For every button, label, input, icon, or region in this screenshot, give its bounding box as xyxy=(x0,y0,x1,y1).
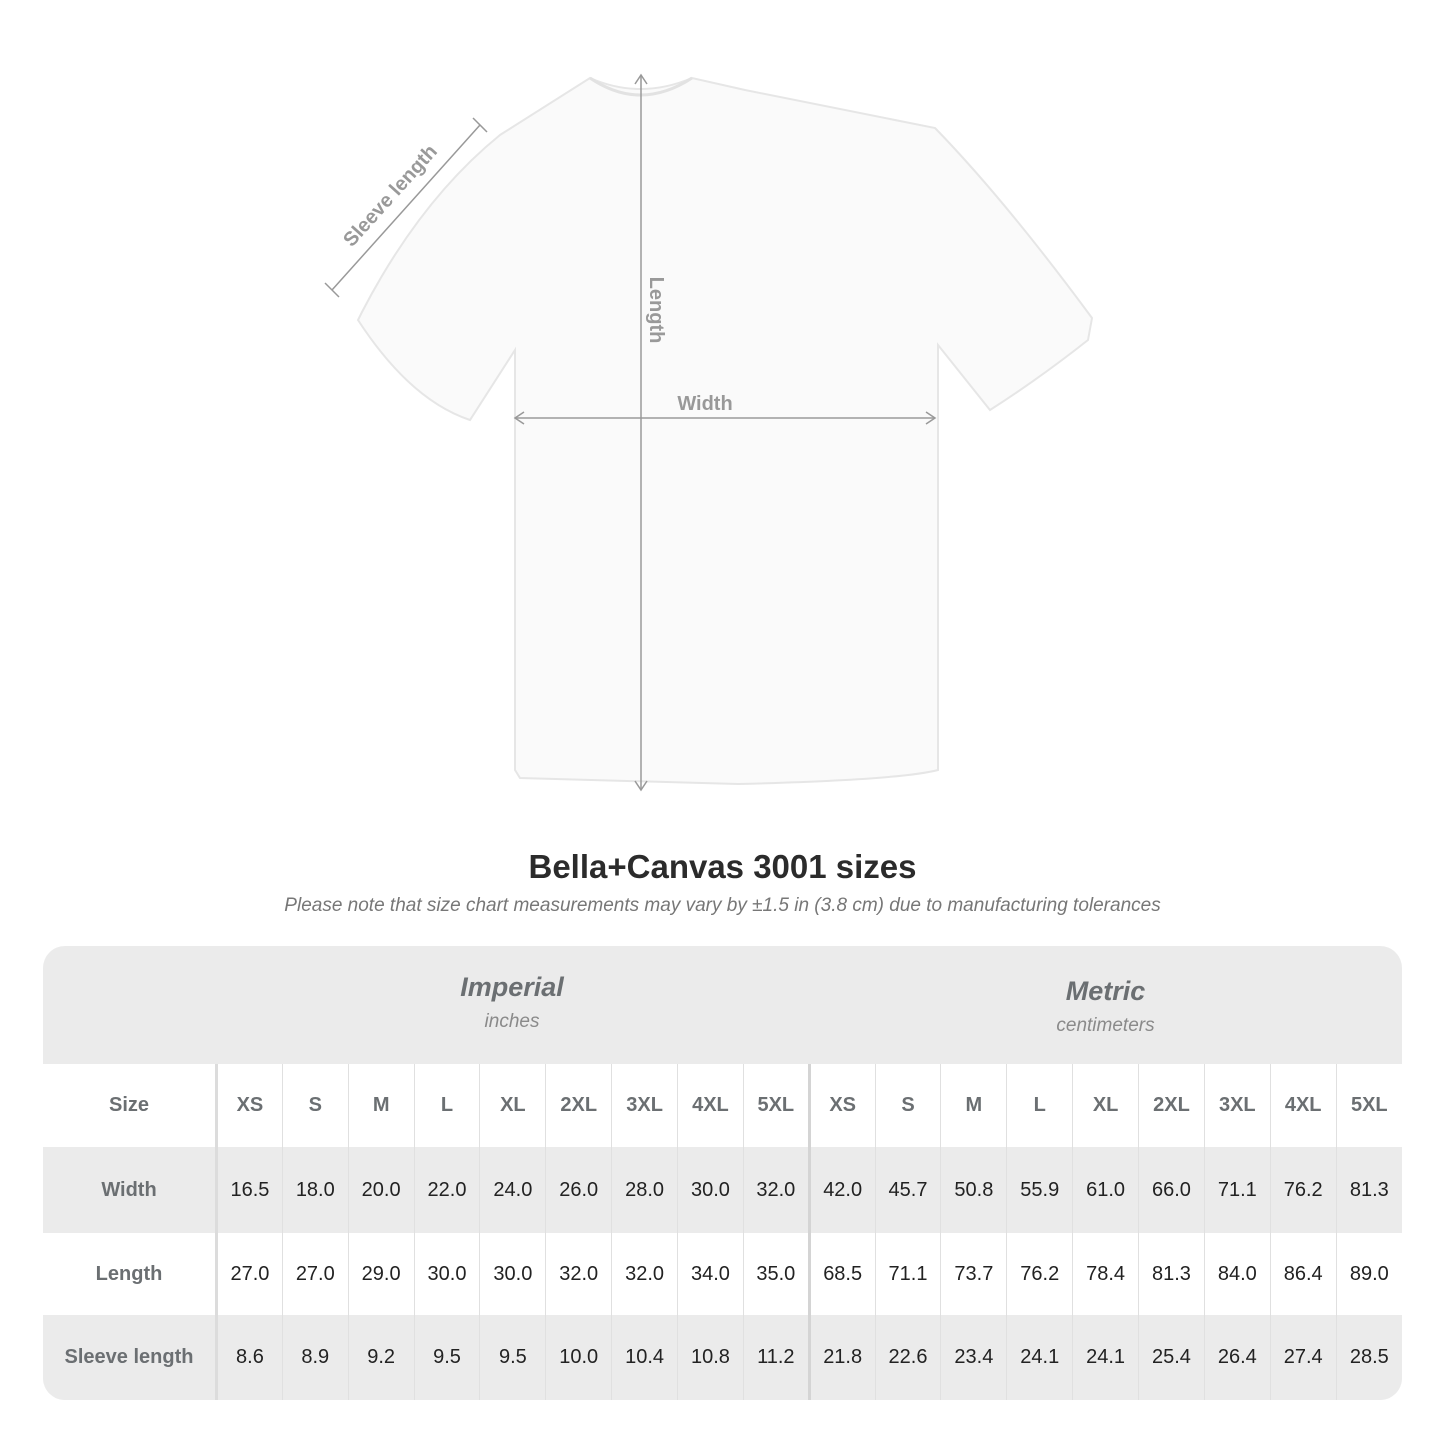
imperial-value: 22.0 xyxy=(413,1147,480,1233)
metric-size-s: S xyxy=(874,1064,941,1147)
imperial-value: 29.0 xyxy=(347,1233,415,1315)
metric-value: 26.4 xyxy=(1203,1315,1271,1400)
tshirt-shape xyxy=(356,76,1094,786)
row-label: Width xyxy=(43,1147,218,1233)
imperial-value: 30.0 xyxy=(413,1233,480,1315)
imperial-value: 32.0 xyxy=(611,1233,678,1315)
metric-value: 24.1 xyxy=(1072,1315,1139,1400)
metric-value: 25.4 xyxy=(1138,1315,1205,1400)
imperial-value: 30.0 xyxy=(677,1147,744,1233)
metric-value: 71.1 xyxy=(1203,1147,1271,1233)
imperial-value: 9.2 xyxy=(347,1315,415,1400)
imperial-value: 11.2 xyxy=(742,1315,810,1400)
metric-size-2xl: 2XL xyxy=(1138,1064,1205,1147)
size-label: Size xyxy=(43,1064,218,1147)
table-row: Length 27.0 27.0 29.0 30.0 30.0 32.0 32.0 34.0 35… xyxy=(43,1233,1402,1315)
metric-value: 55.9 xyxy=(1006,1147,1073,1233)
metric-value: 76.2 xyxy=(1269,1147,1337,1233)
metric-size-l: L xyxy=(1006,1064,1073,1147)
length-label: Length xyxy=(645,277,667,344)
metric-value: 42.0 xyxy=(807,1147,876,1233)
metric-size-4xl: 4XL xyxy=(1269,1064,1337,1147)
metric-value: 66.0 xyxy=(1138,1147,1205,1233)
imperial-value: 9.5 xyxy=(479,1315,546,1400)
imperial-value: 10.0 xyxy=(545,1315,612,1400)
imperial-size-4xl: 4XL xyxy=(677,1064,744,1147)
imperial-title: Imperial xyxy=(460,972,564,1002)
imperial-size-xs: XS xyxy=(216,1064,283,1147)
imperial-value: 9.5 xyxy=(413,1315,480,1400)
metric-value: 89.0 xyxy=(1335,1233,1402,1315)
metric-value: 61.0 xyxy=(1072,1147,1139,1233)
imperial-value: 20.0 xyxy=(347,1147,415,1233)
imperial-value: 35.0 xyxy=(742,1233,810,1315)
metric-value: 68.5 xyxy=(807,1233,876,1315)
metric-value: 50.8 xyxy=(940,1147,1007,1233)
imperial-size-2xl: 2XL xyxy=(545,1064,612,1147)
metric-value: 81.3 xyxy=(1335,1147,1402,1233)
size-table: Size XS S M L XL 2XL 3XL 4XL 5XL XS S M L XL 2XL 3XL 4XL 5… xyxy=(43,1064,1402,1400)
imperial-size-3xl: 3XL xyxy=(611,1064,678,1147)
metric-unit: centimeters xyxy=(1056,1015,1155,1036)
metric-value: 45.7 xyxy=(874,1147,941,1233)
imperial-value: 8.9 xyxy=(281,1315,349,1400)
imperial-value: 27.0 xyxy=(216,1233,283,1315)
metric-value: 86.4 xyxy=(1269,1233,1337,1315)
imperial-value: 16.5 xyxy=(216,1147,283,1233)
metric-value: 21.8 xyxy=(807,1315,876,1400)
metric-value: 81.3 xyxy=(1138,1233,1205,1315)
metric-value: 71.1 xyxy=(874,1233,941,1315)
imperial-header: Imperial inches xyxy=(215,946,809,1064)
metric-value: 73.7 xyxy=(940,1233,1007,1315)
imperial-size-5xl: 5XL xyxy=(742,1064,810,1147)
imperial-value: 24.0 xyxy=(479,1147,546,1233)
imperial-value: 10.8 xyxy=(677,1315,744,1400)
imperial-size-xl: XL xyxy=(479,1064,546,1147)
metric-value: 78.4 xyxy=(1072,1233,1139,1315)
imperial-value: 10.4 xyxy=(611,1315,678,1400)
width-label: Width xyxy=(677,393,732,415)
metric-size-xs: XS xyxy=(807,1064,876,1147)
imperial-value: 18.0 xyxy=(281,1147,349,1233)
metric-size-xl: XL xyxy=(1072,1064,1139,1147)
imperial-size-m: M xyxy=(347,1064,415,1147)
imperial-value: 26.0 xyxy=(545,1147,612,1233)
table-row: Width 16.5 18.0 20.0 22.0 24.0 26.0 28.0 30.0 32.… xyxy=(43,1147,1402,1233)
imperial-size-s: S xyxy=(281,1064,349,1147)
imperial-size-l: L xyxy=(413,1064,480,1147)
sleeve-arrow xyxy=(331,124,481,291)
metric-size-3xl: 3XL xyxy=(1203,1064,1271,1147)
metric-value: 28.5 xyxy=(1335,1315,1402,1400)
tolerance-note: Please note that size chart measurements… xyxy=(284,895,1161,916)
imperial-value: 32.0 xyxy=(545,1233,612,1315)
imperial-value: 28.0 xyxy=(611,1147,678,1233)
metric-size-5xl: 5XL xyxy=(1335,1064,1402,1147)
imperial-value: 30.0 xyxy=(479,1233,546,1315)
imperial-value: 27.0 xyxy=(281,1233,349,1315)
size-header-row: Size XS S M L XL 2XL 3XL 4XL 5XL XS S M L XL 2XL 3XL 4XL 5… xyxy=(43,1064,1402,1147)
size-chart-table: Imperial inches Metric centimeters Size X… xyxy=(43,946,1402,1400)
imperial-value: 32.0 xyxy=(742,1147,810,1233)
metric-value: 24.1 xyxy=(1006,1315,1073,1400)
metric-title: Metric xyxy=(1065,976,1146,1006)
row-label: Sleeve length xyxy=(43,1315,218,1400)
metric-header: Metric centimeters xyxy=(809,946,1402,1064)
metric-value: 76.2 xyxy=(1006,1233,1073,1315)
row-label: Length xyxy=(43,1233,218,1315)
metric-size-m: M xyxy=(940,1064,1007,1147)
imperial-unit: inches xyxy=(484,1011,540,1032)
imperial-value: 34.0 xyxy=(677,1233,744,1315)
imperial-value: 8.6 xyxy=(216,1315,283,1400)
metric-value: 22.6 xyxy=(874,1315,941,1400)
tshirt-diagram: Sleeve length Length Width xyxy=(324,73,1094,792)
metric-value: 23.4 xyxy=(940,1315,1007,1400)
metric-value: 84.0 xyxy=(1203,1233,1271,1315)
metric-value: 27.4 xyxy=(1269,1315,1337,1400)
page-title: Bella+Canvas 3001 sizes xyxy=(528,848,917,885)
table-row: Sleeve length 8.6 8.9 9.2 9.5 9.5 10.0 10.4 10.8… xyxy=(43,1315,1402,1400)
